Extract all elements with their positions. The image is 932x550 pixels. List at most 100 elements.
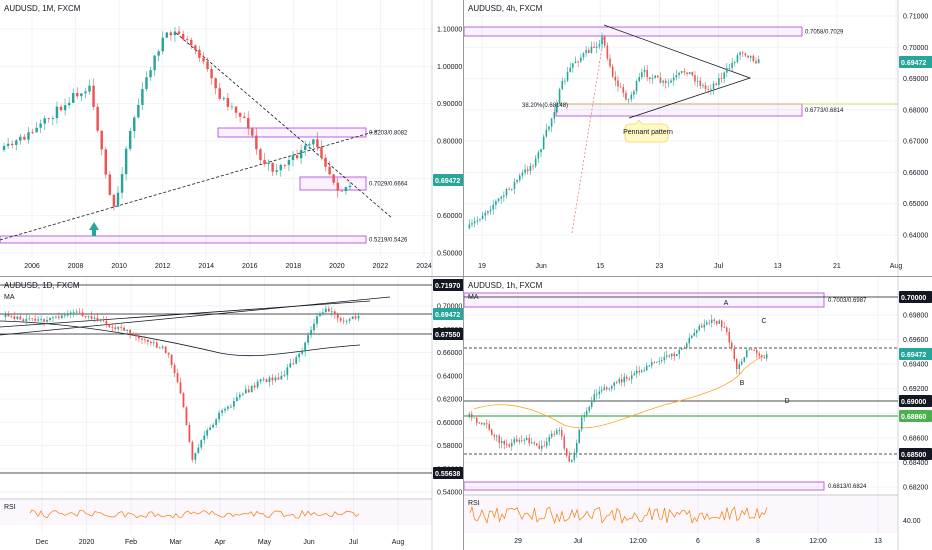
candle — [706, 322, 708, 325]
candle — [179, 382, 182, 394]
candle — [206, 61, 209, 70]
candle — [191, 442, 194, 460]
pennant-callout[interactable] — [624, 119, 669, 143]
candle — [668, 355, 670, 357]
candle — [686, 343, 688, 349]
candle — [641, 72, 643, 78]
monthly-chart-panel[interactable]: 1.100001.000000.900000.800000.700000.600… — [0, 0, 463, 276]
candle — [340, 190, 344, 192]
candle — [528, 437, 530, 444]
candle — [561, 80, 564, 90]
candle — [161, 37, 164, 52]
candle — [222, 98, 226, 99]
candle — [210, 69, 213, 79]
pennant-pattern-lines[interactable] — [603, 24, 752, 119]
candle — [308, 144, 311, 146]
candle — [72, 311, 75, 313]
candle — [720, 78, 723, 80]
level-price-label: 0.68500 — [901, 452, 926, 459]
candle — [124, 148, 128, 175]
chart-canvas[interactable]: 0.698000.696000.694000.692000.688000.686… — [464, 277, 932, 550]
chart-canvas[interactable]: 0.700000.680000.660000.640000.620000.600… — [0, 277, 463, 550]
candle — [173, 365, 176, 374]
y-axis-tick: 0.69000 — [903, 76, 928, 83]
x-axis-tick: Mar — [169, 539, 182, 546]
candle — [733, 62, 736, 63]
y-axis-tick: 0.60000 — [437, 213, 462, 220]
x-axis-tick: Feb — [125, 539, 137, 546]
ma-indicator-label[interactable]: MA — [4, 294, 15, 301]
candle — [486, 423, 488, 425]
x-axis-tick: May — [258, 539, 272, 546]
candle — [748, 349, 750, 351]
candle — [533, 442, 535, 444]
candle — [593, 394, 595, 401]
candle — [256, 381, 259, 388]
candle — [621, 379, 623, 383]
y-axis-tick: 0.71000 — [903, 14, 928, 21]
candle — [675, 74, 678, 78]
candle — [766, 354, 768, 359]
h1-chart-panel[interactable]: 0.698000.696000.694000.692000.688000.686… — [464, 277, 932, 550]
x-axis-tick: 29 — [514, 538, 522, 545]
candle — [76, 93, 79, 97]
candle — [238, 112, 242, 117]
ascending-trendline[interactable] — [0, 129, 381, 241]
zone-label: 0.7058/0.7029 — [805, 30, 844, 36]
candle — [671, 353, 673, 357]
current-price-tag — [899, 348, 932, 360]
wave-label: B — [740, 380, 745, 387]
candle — [726, 327, 728, 332]
supply-demand-zone[interactable] — [464, 292, 825, 308]
channel-line[interactable] — [0, 296, 391, 336]
candle — [681, 348, 683, 350]
y-axis-tick: 0.65000 — [903, 201, 928, 208]
supply-demand-zone[interactable] — [555, 103, 803, 117]
candle — [484, 212, 487, 216]
candle — [197, 447, 200, 453]
x-axis-tick: Jun — [303, 539, 314, 546]
candle — [234, 106, 238, 113]
candle — [611, 66, 614, 77]
candle — [176, 373, 179, 383]
channel-line[interactable] — [0, 300, 371, 328]
candle — [185, 407, 188, 426]
candle — [540, 149, 542, 153]
candle — [546, 441, 548, 446]
candle — [138, 336, 140, 339]
chart-canvas[interactable]: 0.71000 0.70000 0.69000 0.68000 0.67000 0.660… — [464, 0, 932, 276]
candle — [608, 388, 610, 390]
fib-level-label: 38.20%(0.68148) — [522, 103, 568, 109]
candle — [718, 78, 720, 86]
candle — [135, 334, 137, 337]
chart-canvas[interactable]: 1.100001.000000.900000.800000.700000.600… — [0, 0, 463, 276]
daily-chart-panel[interactable]: 0.700000.680000.660000.640000.620000.600… — [0, 277, 463, 550]
candle — [614, 76, 617, 81]
candle — [696, 330, 698, 333]
candle — [691, 335, 693, 339]
candle — [43, 118, 46, 124]
candle — [603, 36, 606, 46]
candle — [66, 314, 69, 316]
supply-demand-zone[interactable] — [464, 26, 803, 37]
candle — [744, 53, 747, 56]
x-axis-tick: 13 — [774, 263, 782, 270]
candle — [40, 319, 42, 321]
panel-title: AUDUSD, 1D, FXCM — [4, 281, 80, 290]
supply-demand-zone[interactable] — [0, 235, 367, 244]
y-axis-tick: 0.62000 — [437, 397, 462, 404]
supply-demand-zone[interactable] — [464, 481, 825, 491]
ma-indicator-label[interactable]: MA — [468, 294, 479, 301]
candle — [265, 379, 268, 382]
candle — [320, 147, 323, 158]
panel-divider-vertical[interactable] — [463, 0, 464, 550]
up-arrow-icon — [89, 222, 99, 236]
panel-divider-horizontal[interactable] — [0, 276, 932, 277]
candle — [316, 139, 319, 148]
candle — [149, 70, 152, 78]
descending-trendline[interactable] — [175, 32, 393, 219]
h4-chart-panel[interactable]: 0.71000 0.70000 0.69000 0.68000 0.67000 0.660… — [464, 0, 932, 276]
candle — [330, 311, 333, 313]
candle — [518, 175, 521, 181]
candle — [476, 220, 479, 222]
